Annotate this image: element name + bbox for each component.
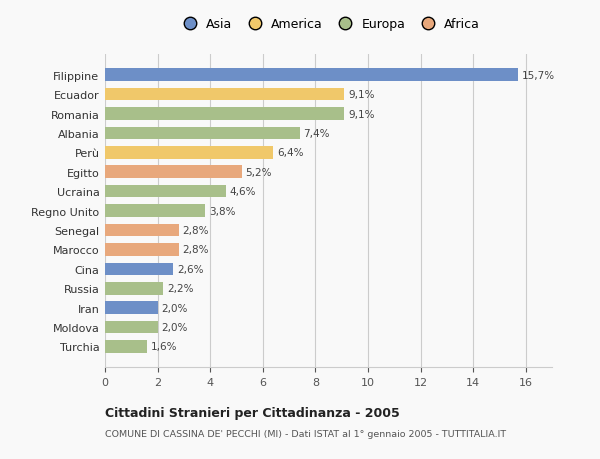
Text: 2,0%: 2,0% (161, 303, 188, 313)
Bar (105, 185, 226, 198)
Text: 6,4%: 6,4% (277, 148, 304, 158)
Bar (105, 147, 273, 159)
Bar (105, 205, 205, 218)
Bar (105, 244, 179, 256)
Text: 7,4%: 7,4% (304, 129, 330, 139)
Bar (105, 127, 299, 140)
Text: 2,0%: 2,0% (161, 322, 188, 332)
Text: 9,1%: 9,1% (348, 109, 375, 119)
Text: 3,8%: 3,8% (209, 206, 235, 216)
Text: 2,2%: 2,2% (167, 284, 193, 294)
Text: COMUNE DI CASSINA DE' PECCHI (MI) - Dati ISTAT al 1° gennaio 2005 - TUTTITALIA.I: COMUNE DI CASSINA DE' PECCHI (MI) - Dati… (105, 429, 506, 438)
Legend: Asia, America, Europa, Africa: Asia, America, Europa, Africa (173, 15, 484, 35)
Bar (105, 321, 158, 334)
Bar (105, 89, 344, 101)
Text: 15,7%: 15,7% (522, 71, 555, 80)
Text: 9,1%: 9,1% (348, 90, 375, 100)
Text: 2,8%: 2,8% (182, 245, 209, 255)
Text: 1,6%: 1,6% (151, 342, 178, 352)
Bar (105, 108, 344, 121)
Bar (105, 341, 147, 353)
Bar (105, 263, 173, 275)
Text: 2,6%: 2,6% (178, 264, 204, 274)
Text: 2,8%: 2,8% (182, 225, 209, 235)
Bar (105, 69, 518, 82)
Bar (105, 166, 242, 179)
Bar (105, 302, 158, 314)
Text: 4,6%: 4,6% (230, 187, 256, 197)
Text: 5,2%: 5,2% (245, 168, 272, 177)
Bar (105, 282, 163, 295)
Bar (105, 224, 179, 237)
Text: Cittadini Stranieri per Cittadinanza - 2005: Cittadini Stranieri per Cittadinanza - 2… (105, 406, 400, 419)
